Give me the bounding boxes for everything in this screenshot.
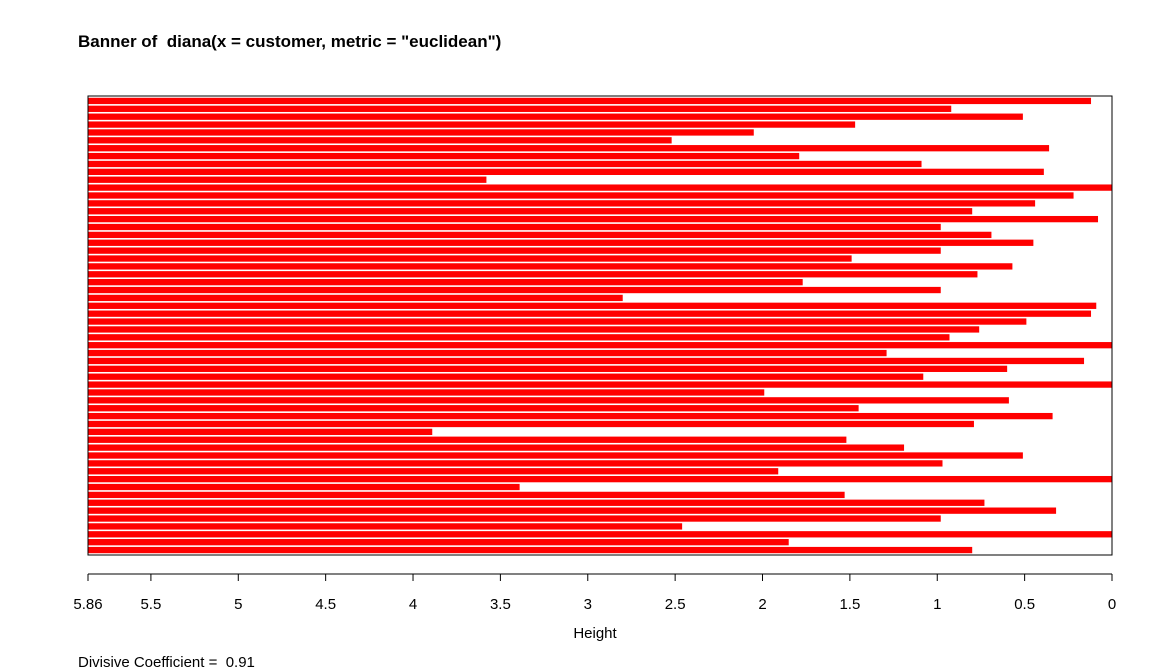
banner-bar	[88, 255, 852, 262]
x-tick-label: 4	[409, 596, 417, 613]
banner-bar	[88, 294, 623, 302]
banner-bar	[88, 349, 887, 357]
banner-bar	[88, 507, 1057, 514]
divisive-coefficient: Divisive Coefficient = 0.91	[78, 654, 255, 671]
banner-bar	[88, 373, 924, 380]
banner-bar	[88, 137, 672, 144]
banner-bar	[88, 129, 754, 136]
x-tick-label: 5.86	[73, 596, 102, 613]
x-tick-label: 3.5	[490, 596, 511, 613]
banner-bar	[88, 286, 941, 294]
banner-bar	[88, 357, 1085, 365]
banner-bar	[88, 223, 941, 231]
chart-title: Banner of diana(x = customer, metric = "…	[78, 32, 501, 51]
banner-bar	[88, 546, 973, 554]
banner-bar	[88, 365, 1008, 372]
banner-bar	[88, 326, 980, 333]
x-tick-label: 0	[1108, 596, 1116, 613]
banner-bar	[88, 247, 941, 254]
banner-bar	[88, 452, 1023, 459]
banner-bar	[88, 318, 1027, 325]
banner-bar	[88, 397, 1009, 404]
banner-bar	[88, 160, 922, 168]
banner-bar	[88, 200, 1036, 207]
x-tick-label: 5	[234, 596, 242, 613]
banner-bar	[88, 539, 789, 546]
banner-bar	[88, 334, 950, 341]
banner-bar	[88, 105, 952, 112]
banner-bar	[88, 215, 1099, 223]
banner-bar	[88, 192, 1074, 199]
banner-bar	[88, 444, 905, 451]
x-tick-label: 2	[758, 596, 766, 613]
banner-bar	[88, 428, 433, 436]
banner-bar	[88, 231, 992, 239]
banner-bar	[88, 113, 1023, 120]
banner-bar	[88, 310, 1092, 317]
banner-bar	[88, 412, 1053, 420]
banner-bar	[88, 121, 856, 128]
banner-bar	[88, 460, 943, 467]
banner-bar	[88, 342, 1112, 349]
x-axis-label: Height	[573, 625, 617, 642]
banner-bar	[88, 436, 847, 443]
x-tick-label: 5.5	[140, 596, 161, 613]
banner-bar	[88, 208, 973, 215]
plot-frame	[87, 95, 1113, 556]
banner-bar	[88, 176, 487, 183]
banner-bar	[88, 168, 1044, 175]
banner-bar	[88, 523, 683, 530]
x-tick-label: 4.5	[315, 596, 336, 613]
x-tick-label: 2.5	[665, 596, 686, 613]
banner-bar	[88, 491, 845, 499]
banner-bar	[88, 152, 800, 160]
banner-bar	[88, 279, 803, 286]
banner-bar	[88, 239, 1034, 246]
banner-bar	[88, 468, 779, 475]
x-axis-ticks: 5.86 5.5 5 4.5 4 3.5 3 2.5 2 1.5 1 0.5 0	[73, 574, 1116, 613]
banner-bar	[88, 420, 974, 428]
x-tick-label: 0.5	[1014, 596, 1035, 613]
banner-bar	[88, 499, 985, 506]
banner-bar	[88, 184, 1112, 191]
banner-bar	[88, 515, 941, 522]
banner-bar	[88, 389, 765, 396]
banner-bar	[88, 97, 1092, 105]
banner-bar	[88, 263, 1013, 270]
banner-bar	[88, 381, 1112, 388]
banner-bar	[88, 475, 1112, 483]
x-tick-label: 1	[933, 596, 941, 613]
banner-bar	[88, 145, 1050, 152]
banner-bar	[88, 483, 520, 491]
banner-bar	[88, 302, 1097, 309]
bars-group	[88, 97, 1112, 554]
x-tick-label: 3	[584, 596, 592, 613]
x-tick-label: 1.5	[839, 596, 860, 613]
banner-bar	[88, 271, 978, 278]
banner-bar	[88, 405, 859, 412]
banner-bar	[88, 531, 1112, 538]
